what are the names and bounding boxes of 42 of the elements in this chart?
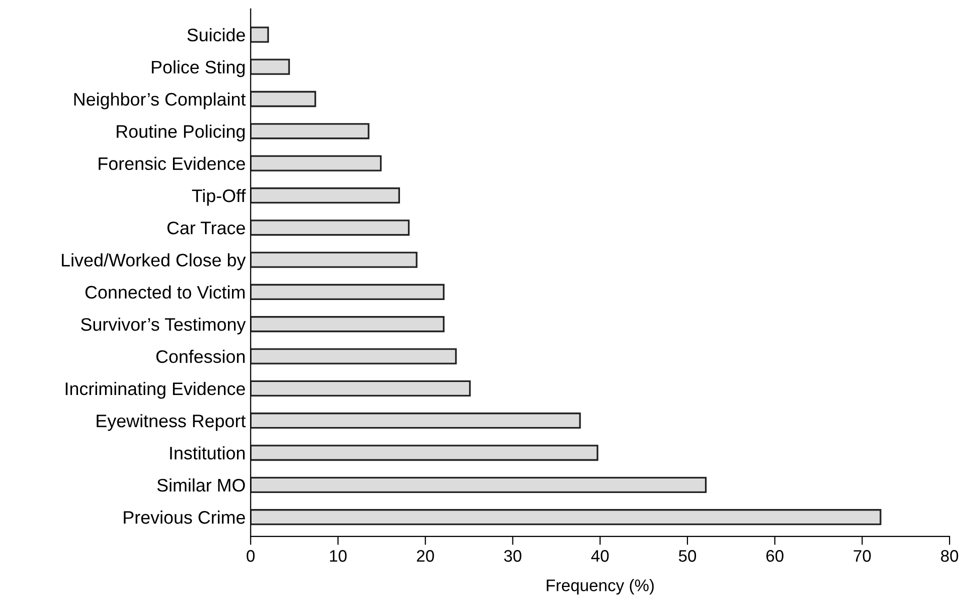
bar (250, 509, 882, 526)
y-tick-label: Survivor’s Testimony (81, 318, 246, 334)
y-tick-label: Tip-Off (192, 188, 246, 206)
bar (250, 476, 707, 494)
y-tick-label: Routine Policing (116, 124, 245, 142)
bar (250, 316, 445, 332)
x-tick-label: 30 (504, 550, 522, 562)
y-tick-label: Forensic Evidence (98, 156, 245, 170)
x-tick-label: 0 (246, 550, 255, 562)
x-axis-title: Frequency (%) (546, 579, 654, 595)
y-tick-label: Connected to Victim (85, 285, 245, 299)
x-tick-label: 70 (854, 550, 871, 562)
y-tick-label: Car Trace (167, 222, 245, 234)
bar (250, 380, 471, 397)
y-tick-label: Neighbor’s Complaint (74, 92, 246, 110)
bar (250, 187, 400, 204)
bar (250, 252, 418, 268)
y-tick-label: Similar MO (157, 478, 245, 492)
y-tick-label: Police Sting (152, 60, 245, 78)
y-tick-label: Confession (156, 350, 245, 364)
bar (250, 58, 290, 75)
x-tick-label: 10 (330, 550, 347, 562)
bar (250, 284, 445, 300)
bar (250, 348, 457, 364)
bar (250, 220, 410, 236)
bar (250, 26, 269, 43)
bar (250, 90, 316, 108)
x-tick-label: 20 (416, 550, 434, 562)
x-tick-label: 60 (766, 550, 784, 562)
y-tick-label: Previous Crime (124, 510, 245, 524)
x-tick-label: 40 (591, 550, 609, 562)
bar (250, 123, 370, 140)
y-tick-label: Suicide (187, 28, 245, 42)
y-tick-label: Lived/Worked Close by (62, 253, 246, 270)
y-tick-label: Eyewitness Report (96, 414, 246, 431)
x-tick-label: 80 (940, 550, 958, 562)
bar (250, 412, 581, 429)
bar (250, 155, 382, 172)
y-tick-label: Incriminating Evidence (66, 382, 245, 399)
y-tick-label: Institution (170, 446, 245, 460)
x-tick-label: 50 (678, 550, 696, 562)
bar (250, 444, 598, 461)
